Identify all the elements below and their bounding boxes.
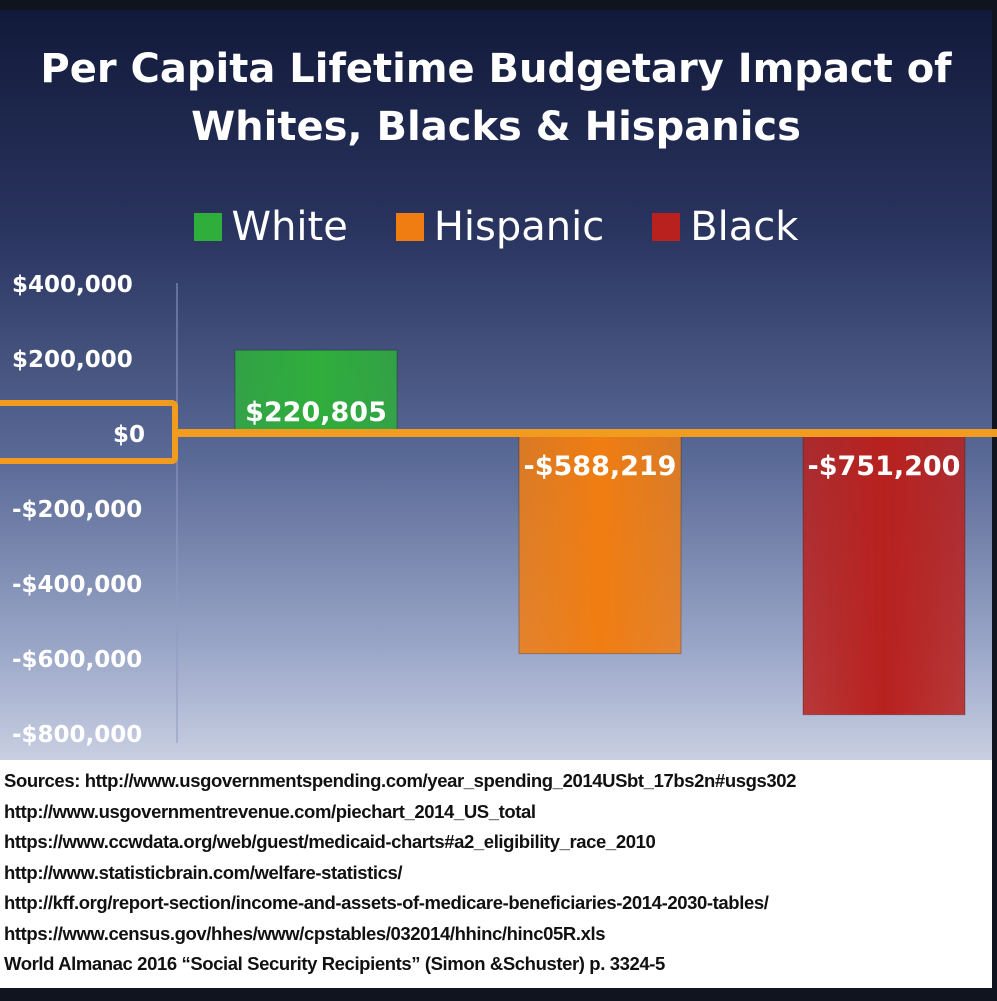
bar-plot: $400,000 $200,000 $0 -$200,000 -$400,000 -$60… <box>0 272 997 748</box>
chart-panel: Per Capita Lifetime Budgetary Impact of … <box>0 10 992 760</box>
source-line: World Almanac 2016 “Social Security Reci… <box>4 953 665 974</box>
source-line: https://www.census.gov/hhes/www/cpstable… <box>4 922 606 944</box>
y-tick-label: -$800,000 <box>12 722 142 748</box>
legend-swatch-white <box>193 213 222 241</box>
chart-title: Per Capita Lifetime Budgetary Impact of … <box>0 40 992 156</box>
chart-title-line-1: Per Capita Lifetime Budgetary Impact of <box>40 46 952 92</box>
bar-value-label: $220,805 <box>245 397 387 428</box>
legend-label-hispanic: Hispanic <box>433 204 605 250</box>
y-tick-label: $200,000 <box>12 347 133 373</box>
source-line: http://www.statisticbrain.com/welfare-st… <box>4 861 403 883</box>
sources-block: Sources: http://www.usgovernmentspending… <box>0 760 992 988</box>
legend-swatch-hispanic <box>395 213 424 241</box>
chart-legend: White Hispanic Black <box>0 202 992 252</box>
legend-label-black: Black <box>690 204 799 250</box>
legend-item-hispanic: Hispanic <box>395 204 605 250</box>
y-tick-label: -$600,000 <box>12 647 142 673</box>
bar-value-label: -$588,219 <box>524 451 677 482</box>
chart-title-line-2: Whites, Blacks & Hispanics <box>191 104 801 150</box>
zero-label-highlight <box>0 400 178 464</box>
legend-item-black: Black <box>652 204 798 250</box>
legend-swatch-black <box>652 213 681 241</box>
source-line: http://kff.org/report-section/income-and… <box>4 892 769 913</box>
legend-item-white: White <box>193 204 348 250</box>
legend-label-white: White <box>231 204 348 250</box>
bar-value-label: -$751,200 <box>808 451 961 482</box>
bar-hispanic <box>518 432 682 655</box>
bar-white <box>234 349 398 434</box>
y-tick-label: $400,000 <box>12 272 133 298</box>
source-line: http://www.usgovernmentrevenue.com/piech… <box>4 800 536 822</box>
bar-black <box>802 432 966 716</box>
y-tick-label: -$400,000 <box>12 572 142 598</box>
y-tick-label: -$200,000 <box>12 497 142 523</box>
source-line: Sources: http://www.usgovernmentspending… <box>4 770 797 791</box>
source-line: https://www.ccwdata.org/web/guest/medica… <box>4 831 656 852</box>
y-tick-label: $0 <box>113 422 145 448</box>
